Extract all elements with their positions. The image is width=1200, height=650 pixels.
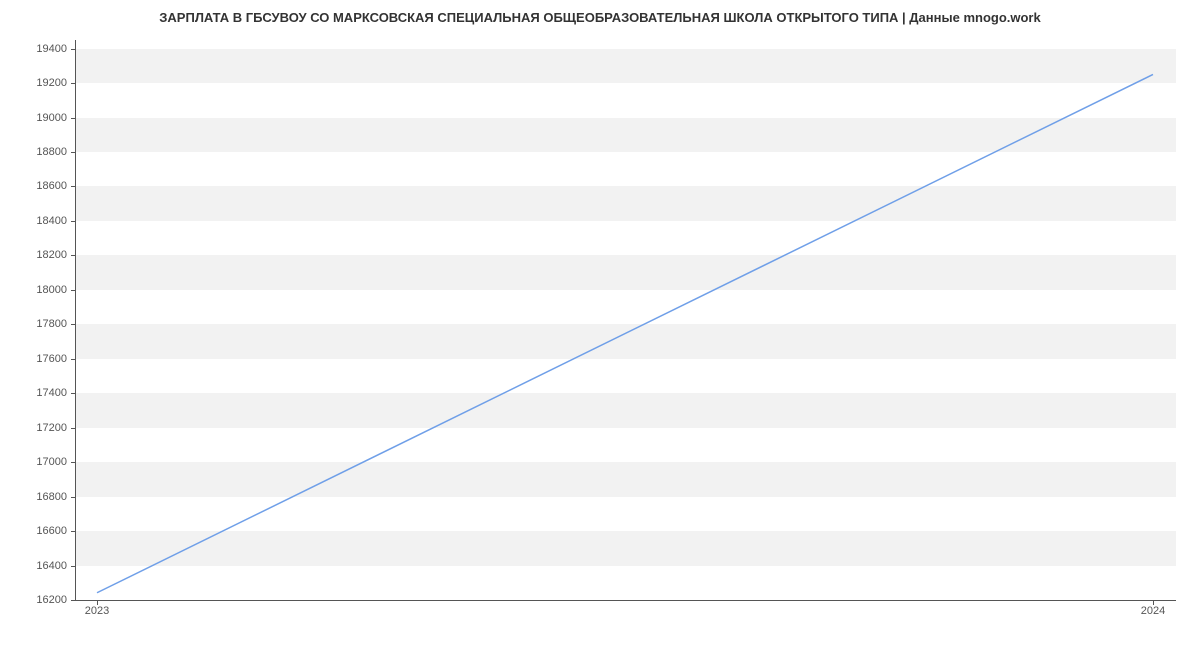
x-tick-label: 2023 xyxy=(85,605,109,617)
y-tick-label: 17800 xyxy=(17,318,67,330)
y-tick-label: 19000 xyxy=(17,112,67,124)
chart-area: 1620016400166001680017000172001740017600… xyxy=(75,40,1175,600)
y-tick-label: 17000 xyxy=(17,456,67,468)
y-tick-label: 17600 xyxy=(17,353,67,365)
y-tick-label: 16200 xyxy=(17,594,67,606)
y-tick-label: 18000 xyxy=(17,284,67,296)
y-tick-label: 16400 xyxy=(17,560,67,572)
y-tick-label: 19400 xyxy=(17,43,67,55)
y-tick-label: 18200 xyxy=(17,249,67,261)
x-tick-mark xyxy=(1153,600,1154,605)
chart-container: ЗАРПЛАТА В ГБСУВОУ СО МАРКСОВСКАЯ СПЕЦИА… xyxy=(0,0,1200,650)
chart-title: ЗАРПЛАТА В ГБСУВОУ СО МАРКСОВСКАЯ СПЕЦИА… xyxy=(0,0,1200,30)
y-tick-label: 17200 xyxy=(17,422,67,434)
salary-line xyxy=(97,74,1153,592)
x-tick-label: 2024 xyxy=(1141,605,1165,617)
y-tick-label: 19200 xyxy=(17,77,67,89)
line-series xyxy=(75,40,1175,600)
x-tick-mark xyxy=(97,600,98,605)
y-tick-label: 18400 xyxy=(17,215,67,227)
y-tick-label: 16600 xyxy=(17,525,67,537)
y-tick-mark xyxy=(71,600,76,601)
y-tick-label: 18800 xyxy=(17,146,67,158)
y-tick-label: 16800 xyxy=(17,491,67,503)
y-tick-label: 17400 xyxy=(17,387,67,399)
y-tick-label: 18600 xyxy=(17,180,67,192)
